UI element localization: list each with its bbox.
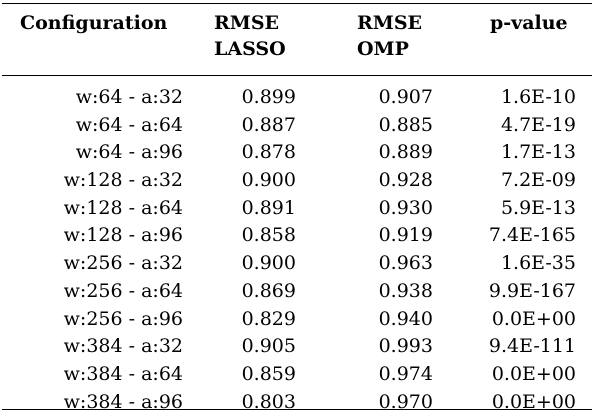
table-row: w:384 - a:96 0.803 0.970 0.0E+00 xyxy=(0,389,594,416)
cell-p-value: 0.0E+00 xyxy=(491,362,576,385)
cell-rmse-omp: 0.930 xyxy=(378,196,433,219)
cell-p-value: 0.0E+00 xyxy=(491,390,576,413)
cell-p-value: 7.4E-165 xyxy=(488,224,576,247)
header-rmse-omp: RMSE OMP xyxy=(357,12,423,60)
cell-configuration: w:64 - a:32 xyxy=(75,86,183,108)
cell-rmse-omp: 0.970 xyxy=(378,390,433,413)
cell-configuration: w:64 - a:96 xyxy=(75,141,183,164)
cell-rmse-lasso: 0.803 xyxy=(241,390,296,413)
table-row: w:64 - a:96 0.878 0.889 1.7E-13 xyxy=(0,139,594,167)
cell-rmse-omp: 0.974 xyxy=(378,362,433,385)
table-header: Configuration RMSE LASSO RMSE OMP p-valu… xyxy=(0,10,594,70)
cell-rmse-lasso: 0.900 xyxy=(241,169,296,192)
cell-configuration: w:256 - a:96 xyxy=(63,307,183,330)
header-rmse-lasso: RMSE LASSO xyxy=(214,12,286,60)
cell-rmse-lasso: 0.887 xyxy=(241,113,296,136)
cell-configuration: w:128 - a:32 xyxy=(63,169,183,192)
header-p-value: p-value xyxy=(490,12,568,34)
table-row: w:384 - a:64 0.859 0.974 0.0E+00 xyxy=(0,361,594,389)
cell-p-value: 7.2E-09 xyxy=(500,169,576,192)
cell-rmse-omp: 0.889 xyxy=(378,141,433,164)
table-row: w:256 - a:32 0.900 0.963 1.6E-35 xyxy=(0,250,594,278)
table-row: w:128 - a:64 0.891 0.930 5.9E-13 xyxy=(0,195,594,223)
cell-configuration: w:64 - a:64 xyxy=(75,113,183,136)
cell-rmse-lasso: 0.859 xyxy=(241,362,296,385)
cell-p-value: 9.4E-111 xyxy=(488,335,576,358)
cell-rmse-lasso: 0.869 xyxy=(241,279,296,302)
table-row: w:64 - a:32 0.899 0.907 1.6E-10 xyxy=(0,84,594,112)
header-configuration: Configuration xyxy=(20,12,168,34)
cell-rmse-omp: 0.919 xyxy=(378,224,433,247)
cell-rmse-omp: 0.940 xyxy=(378,307,433,330)
cell-rmse-omp: 0.938 xyxy=(378,279,433,302)
table-row: w:256 - a:64 0.869 0.938 9.9E-167 xyxy=(0,278,594,306)
cell-configuration: w:384 - a:64 xyxy=(63,362,183,385)
cell-rmse-lasso: 0.900 xyxy=(241,252,296,275)
cell-p-value: 1.6E-35 xyxy=(500,252,576,275)
bottom-rule xyxy=(2,409,592,410)
cell-configuration: w:128 - a:96 xyxy=(63,224,183,247)
table-row: w:256 - a:96 0.829 0.940 0.0E+00 xyxy=(0,306,594,334)
top-rule xyxy=(2,3,592,4)
cell-p-value: 0.0E+00 xyxy=(491,307,576,330)
table-body: w:64 - a:32 0.899 0.907 1.6E-10 w:64 - a… xyxy=(0,84,594,416)
cell-configuration: w:384 - a:32 xyxy=(63,335,183,358)
cell-p-value: 4.7E-19 xyxy=(500,113,576,136)
cell-rmse-lasso: 0.905 xyxy=(241,335,296,358)
cell-p-value: 1.7E-13 xyxy=(500,141,576,164)
cell-configuration: w:256 - a:64 xyxy=(63,279,183,302)
cell-configuration: w:128 - a:64 xyxy=(63,196,183,219)
cell-rmse-omp: 0.907 xyxy=(378,86,433,108)
table-row: w:64 - a:64 0.887 0.885 4.7E-19 xyxy=(0,112,594,140)
cell-p-value: 5.9E-13 xyxy=(500,196,576,219)
cell-configuration: w:256 - a:32 xyxy=(63,252,183,275)
cell-rmse-lasso: 0.878 xyxy=(241,141,296,164)
cell-p-value: 1.6E-10 xyxy=(500,86,576,108)
cell-rmse-lasso: 0.899 xyxy=(241,86,296,108)
cell-rmse-lasso: 0.891 xyxy=(241,196,296,219)
cell-rmse-lasso: 0.858 xyxy=(241,224,296,247)
cell-configuration: w:384 - a:96 xyxy=(63,390,183,413)
cell-p-value: 9.9E-167 xyxy=(488,279,576,302)
table-row: w:128 - a:96 0.858 0.919 7.4E-165 xyxy=(0,222,594,250)
cell-rmse-omp: 0.928 xyxy=(378,169,433,192)
cell-rmse-omp: 0.993 xyxy=(378,335,433,358)
cell-rmse-omp: 0.885 xyxy=(378,113,433,136)
table-row: w:128 - a:32 0.900 0.928 7.2E-09 xyxy=(0,167,594,195)
header-rule xyxy=(2,75,592,76)
cell-rmse-omp: 0.963 xyxy=(378,252,433,275)
cell-rmse-lasso: 0.829 xyxy=(241,307,296,330)
table-row: w:384 - a:32 0.905 0.993 9.4E-111 xyxy=(0,333,594,361)
